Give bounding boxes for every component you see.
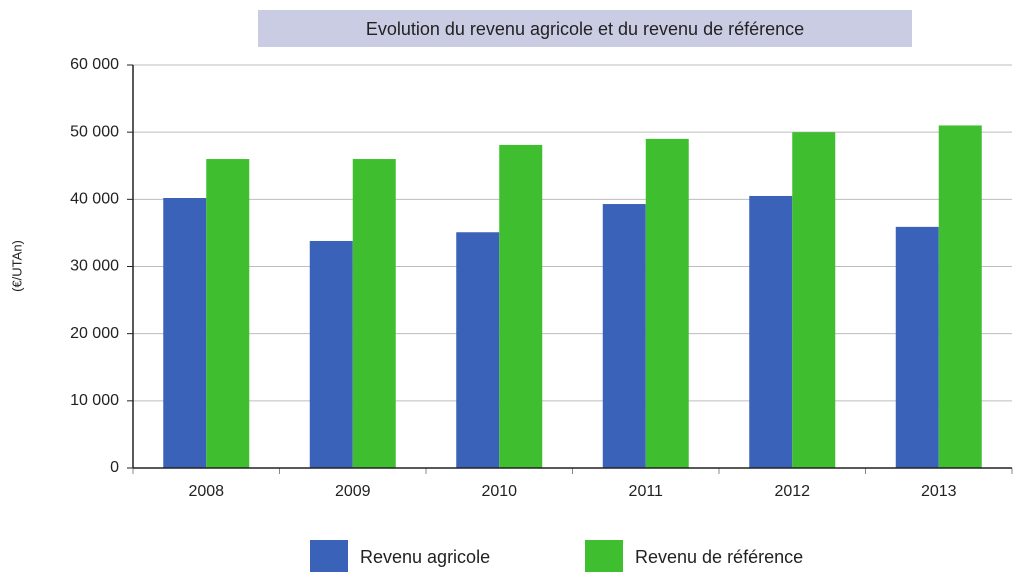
y-tick-label: 40 000 (70, 191, 119, 208)
legend-label: Revenu agricole (360, 547, 490, 567)
bar (645, 138, 689, 468)
bar (938, 125, 982, 468)
bar (895, 226, 939, 468)
y-tick-label: 0 (110, 459, 119, 476)
chart-title: Evolution du revenu agricole et du reven… (366, 19, 804, 39)
x-tick-label: 2012 (774, 483, 810, 500)
x-tick-label: 2009 (335, 483, 371, 500)
x-tick-label: 2013 (921, 483, 957, 500)
bar (602, 204, 646, 468)
bar (352, 159, 396, 469)
bar (206, 159, 250, 469)
y-tick-label: 30 000 (70, 258, 119, 275)
y-tick-label: 20 000 (70, 325, 119, 342)
bar (749, 195, 793, 468)
bar (499, 144, 543, 468)
legend-swatch (585, 540, 623, 572)
bar (456, 232, 500, 468)
x-tick-label: 2008 (188, 483, 224, 500)
x-tick-label: 2010 (481, 483, 517, 500)
y-tick-label: 10 000 (70, 392, 119, 409)
y-axis-label: (€/UTAn) (9, 240, 24, 292)
bar (309, 240, 353, 468)
y-tick-label: 50 000 (70, 123, 119, 140)
legend-swatch (310, 540, 348, 572)
legend-label: Revenu de référence (635, 547, 803, 567)
x-tick-label: 2011 (629, 483, 664, 500)
bar (163, 197, 207, 469)
title-box (258, 10, 912, 47)
y-tick-label: 60 000 (70, 56, 119, 73)
bar (792, 132, 836, 468)
